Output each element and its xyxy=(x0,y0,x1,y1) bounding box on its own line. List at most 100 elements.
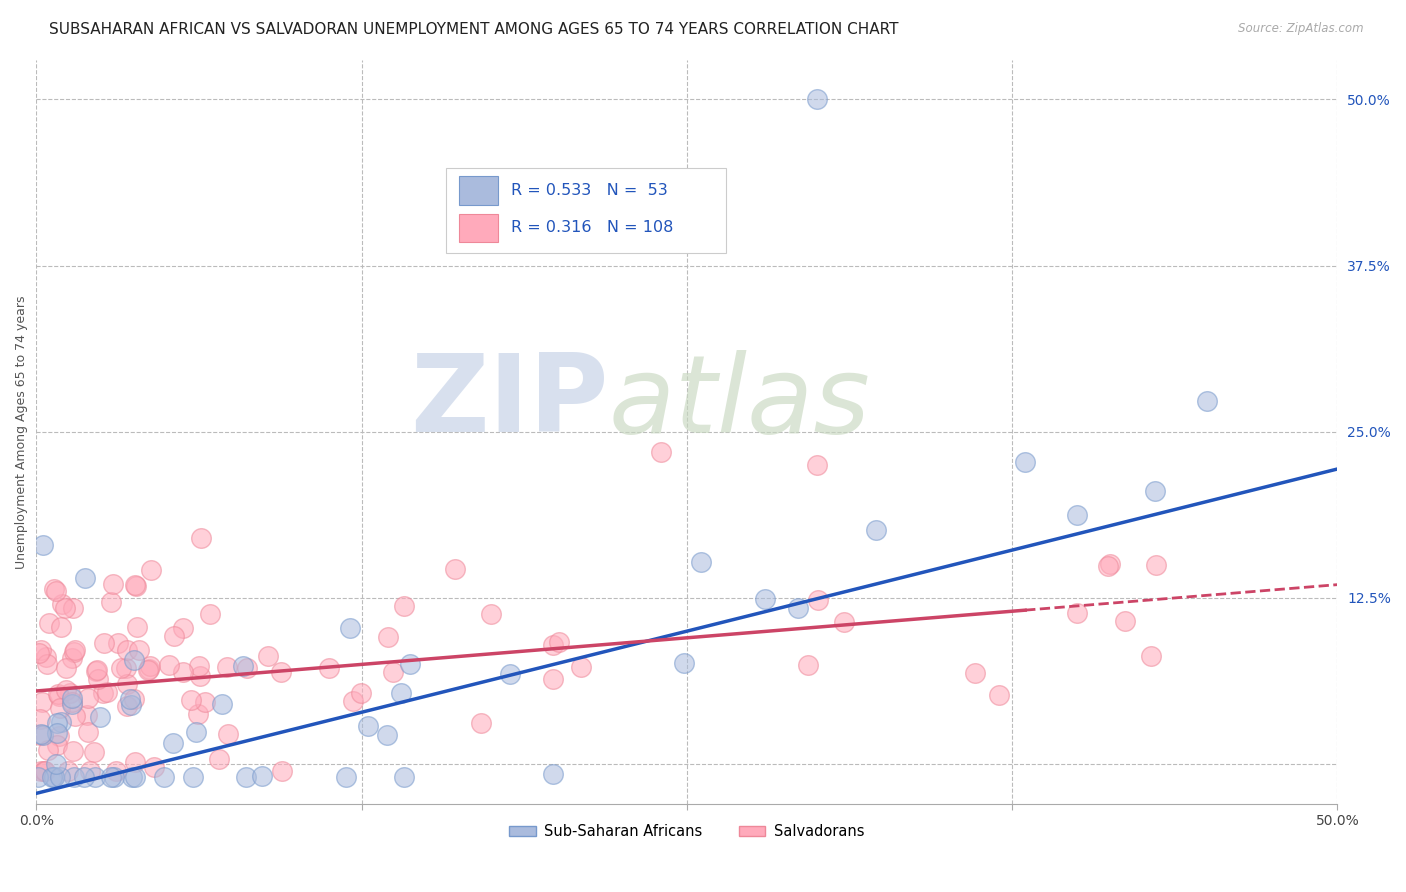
Point xyxy=(650,444,672,458)
Point xyxy=(257,648,280,663)
Point xyxy=(172,665,194,679)
Point xyxy=(91,686,114,700)
Point xyxy=(250,769,273,783)
Point xyxy=(180,693,202,707)
Point xyxy=(865,523,887,537)
Point xyxy=(1114,614,1136,628)
Point xyxy=(187,659,209,673)
Point xyxy=(217,659,239,673)
Point xyxy=(48,771,70,785)
Point xyxy=(1197,394,1219,409)
Point xyxy=(101,576,124,591)
Point xyxy=(49,620,72,634)
Point xyxy=(157,657,180,672)
Point xyxy=(42,771,65,785)
Point xyxy=(128,643,150,657)
Point xyxy=(832,615,855,629)
Point xyxy=(194,695,217,709)
Point xyxy=(162,736,184,750)
Point xyxy=(479,607,502,622)
Point xyxy=(96,684,118,698)
Point xyxy=(83,745,105,759)
Point xyxy=(104,764,127,778)
Point xyxy=(138,662,160,676)
Text: ZIP: ZIP xyxy=(411,349,609,455)
Point xyxy=(232,658,254,673)
Point xyxy=(38,616,60,631)
Point xyxy=(114,661,136,675)
Point xyxy=(117,643,139,657)
Point xyxy=(100,771,122,785)
Point xyxy=(190,531,212,545)
Point xyxy=(59,686,82,700)
Point xyxy=(143,760,166,774)
Point xyxy=(499,666,522,681)
Point xyxy=(124,771,146,785)
Text: R = 0.533   N =  53: R = 0.533 N = 53 xyxy=(512,183,668,198)
Point xyxy=(392,599,415,614)
Point xyxy=(1144,558,1167,572)
Point xyxy=(107,636,129,650)
Point xyxy=(672,656,695,670)
Point xyxy=(60,651,83,665)
Point xyxy=(807,593,830,607)
Point xyxy=(60,691,83,706)
Point xyxy=(689,555,711,569)
Point xyxy=(186,724,208,739)
Point xyxy=(63,771,86,785)
Point xyxy=(65,708,87,723)
Point xyxy=(1144,484,1167,499)
Point xyxy=(124,578,146,592)
Point xyxy=(89,709,111,723)
Point xyxy=(200,607,222,621)
Point xyxy=(389,685,412,699)
Point xyxy=(444,561,467,575)
Point xyxy=(55,683,77,698)
Point xyxy=(75,571,97,585)
Point xyxy=(93,636,115,650)
Point xyxy=(806,93,828,107)
Point xyxy=(121,771,143,785)
Point xyxy=(46,738,69,752)
Point xyxy=(30,643,52,657)
Point xyxy=(30,712,52,726)
Point xyxy=(120,698,142,713)
Point xyxy=(51,715,73,730)
Point xyxy=(1014,455,1036,469)
Point xyxy=(42,771,65,785)
Point xyxy=(41,771,63,785)
Point xyxy=(548,635,571,649)
Point xyxy=(394,771,416,785)
Point xyxy=(55,661,77,675)
Point xyxy=(45,584,67,599)
Point xyxy=(339,621,361,635)
Text: R = 0.316   N = 108: R = 0.316 N = 108 xyxy=(512,220,673,235)
Point xyxy=(76,725,98,739)
Point xyxy=(28,647,51,661)
FancyBboxPatch shape xyxy=(460,214,498,242)
Point xyxy=(28,728,51,742)
Point xyxy=(270,665,292,680)
Point xyxy=(122,653,145,667)
Point xyxy=(37,743,59,757)
Point xyxy=(30,764,52,778)
Point xyxy=(217,727,239,741)
Point xyxy=(32,764,55,778)
Point xyxy=(153,771,176,785)
Point xyxy=(46,687,69,701)
Point xyxy=(342,694,364,708)
Point xyxy=(124,756,146,770)
Point xyxy=(73,771,96,785)
Point xyxy=(35,650,58,665)
Y-axis label: Unemployment Among Ages 65 to 74 years: Unemployment Among Ages 65 to 74 years xyxy=(15,295,28,568)
Point xyxy=(181,771,204,785)
Point xyxy=(31,695,53,709)
Point xyxy=(127,619,149,633)
Point xyxy=(377,630,399,644)
Point xyxy=(110,660,132,674)
Point xyxy=(49,700,72,714)
Point xyxy=(56,764,79,778)
Point xyxy=(541,672,564,686)
Point xyxy=(541,767,564,781)
Point xyxy=(398,657,420,671)
